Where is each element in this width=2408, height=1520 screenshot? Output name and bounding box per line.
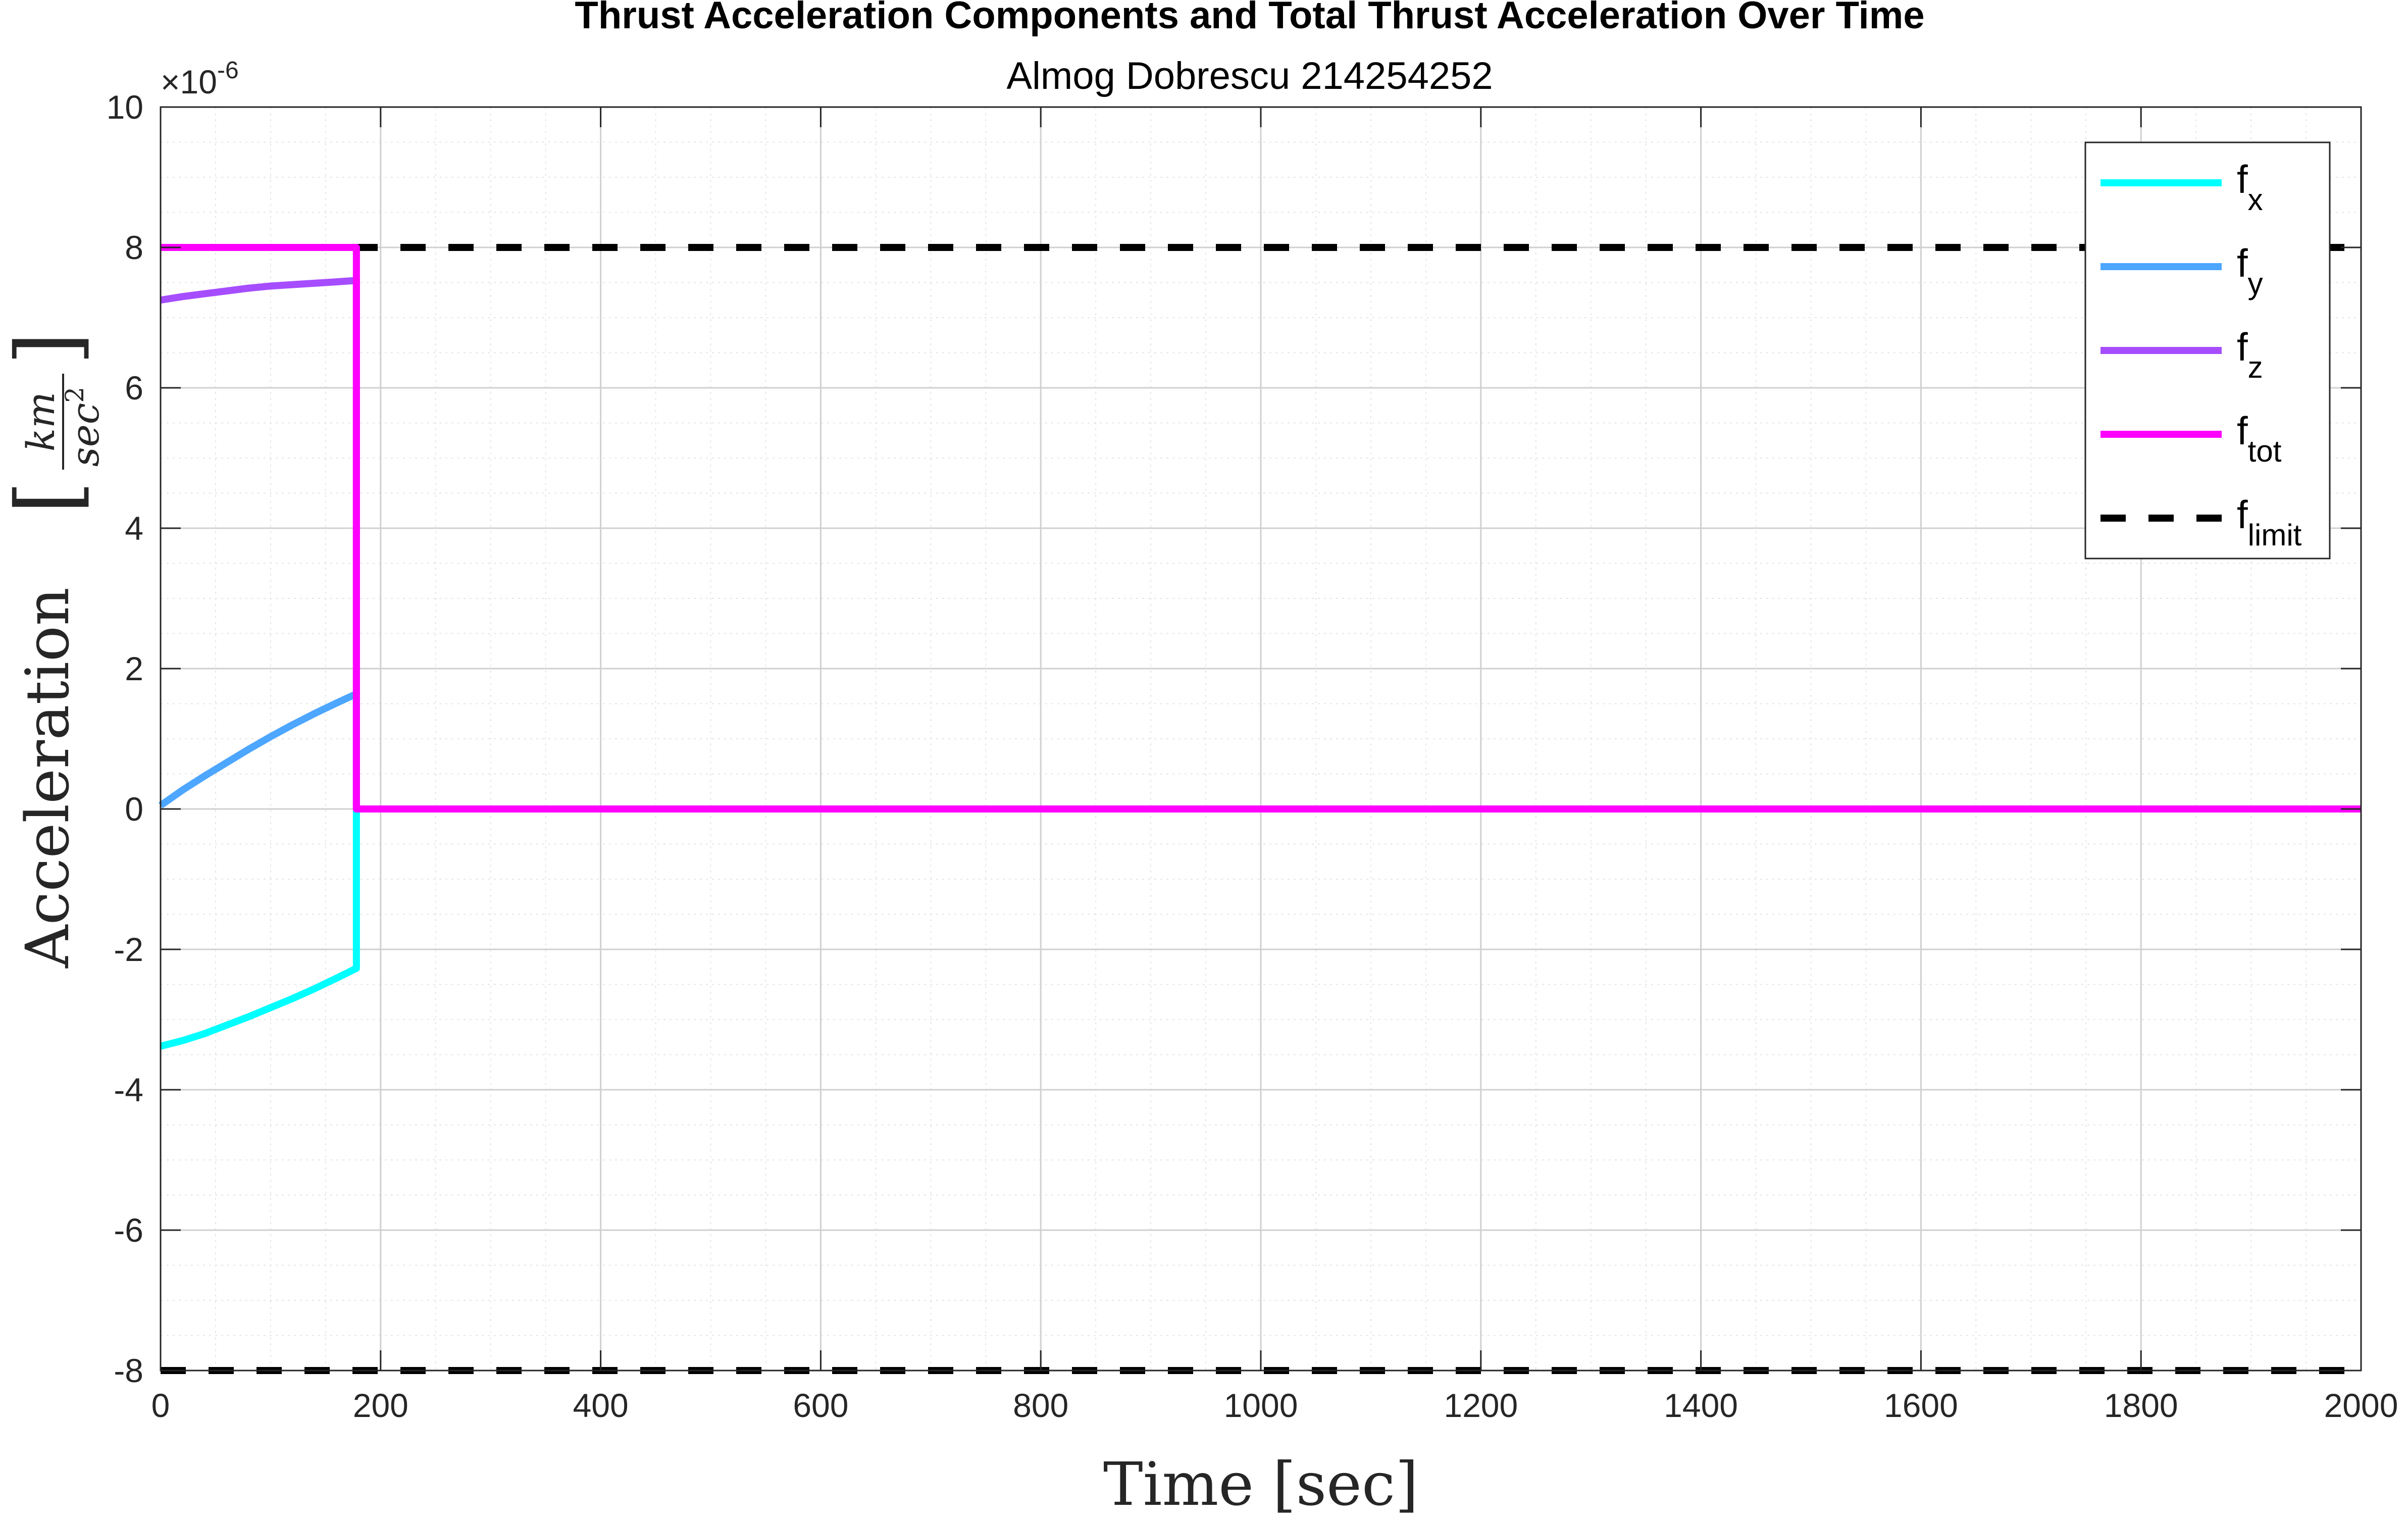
y-tick-label: -2 [114, 931, 143, 968]
y-tick-label: 10 [107, 88, 143, 126]
x-tick-label: 2000 [2324, 1387, 2398, 1424]
y-tick-label: -4 [114, 1071, 143, 1108]
ticks: 0 200 400 600 800 1000 1200 1400 1600 1800 2000 -8 -… [107, 88, 2398, 1424]
y-tick-label: -8 [114, 1352, 143, 1389]
y-tick-label: -6 [114, 1211, 143, 1249]
legend-label-f-tot: ftot [2237, 409, 2282, 468]
y-tick-label: 2 [125, 650, 143, 687]
y-tick-label: 8 [125, 229, 143, 266]
x-tick-label: 600 [793, 1387, 848, 1424]
legend-label-f-x: fx [2237, 157, 2263, 217]
x-tick-label: 0 [151, 1387, 170, 1424]
x-tick-label: 400 [573, 1387, 629, 1424]
x-tick-label: 1800 [2104, 1387, 2178, 1424]
series-line-f-tot [161, 244, 2361, 813]
legend: fx fy fz ftot flimit [2084, 141, 2331, 560]
x-tick-label: 1000 [1224, 1387, 1298, 1424]
y-axis-unit-bracket-left: [ [0, 481, 98, 514]
x-axis-label: Time [sec] [1103, 1449, 1418, 1519]
x-tick-label: 1600 [1884, 1387, 1958, 1424]
x-tick-label: 1400 [1664, 1387, 1738, 1424]
grid [160, 106, 2362, 1372]
chart-subtitle: Almog Dobrescu 214254252 [1006, 55, 1493, 97]
legend-label-f-y: fy [2237, 241, 2263, 300]
y-tick-label: 0 [125, 790, 143, 828]
x-tick-label: 1200 [1444, 1387, 1518, 1424]
x-tick-label: 200 [353, 1387, 408, 1424]
y-axis-unit-bracket-right: ] [0, 332, 98, 365]
y-axis-unit-numerator: km [18, 392, 63, 451]
y-exponent-label: ×10-6 [161, 57, 239, 100]
y-tick-label: 6 [125, 369, 143, 407]
x-tick-label: 800 [1013, 1387, 1068, 1424]
y-axis-unit-denominator: sec2 [60, 387, 108, 467]
legend-label-f-limit: flimit [2237, 492, 2302, 552]
legend-label-f-z: fz [2237, 325, 2263, 384]
plot-lines [158, 244, 2361, 1374]
y-axis-label-text: Acceleration [13, 587, 82, 969]
chart-title: Thrust Acceleration Components and Total… [575, 0, 1924, 37]
y-axis-label: Acceleration [ km sec2 ] [0, 332, 108, 969]
y-tick-label: 4 [125, 510, 143, 547]
